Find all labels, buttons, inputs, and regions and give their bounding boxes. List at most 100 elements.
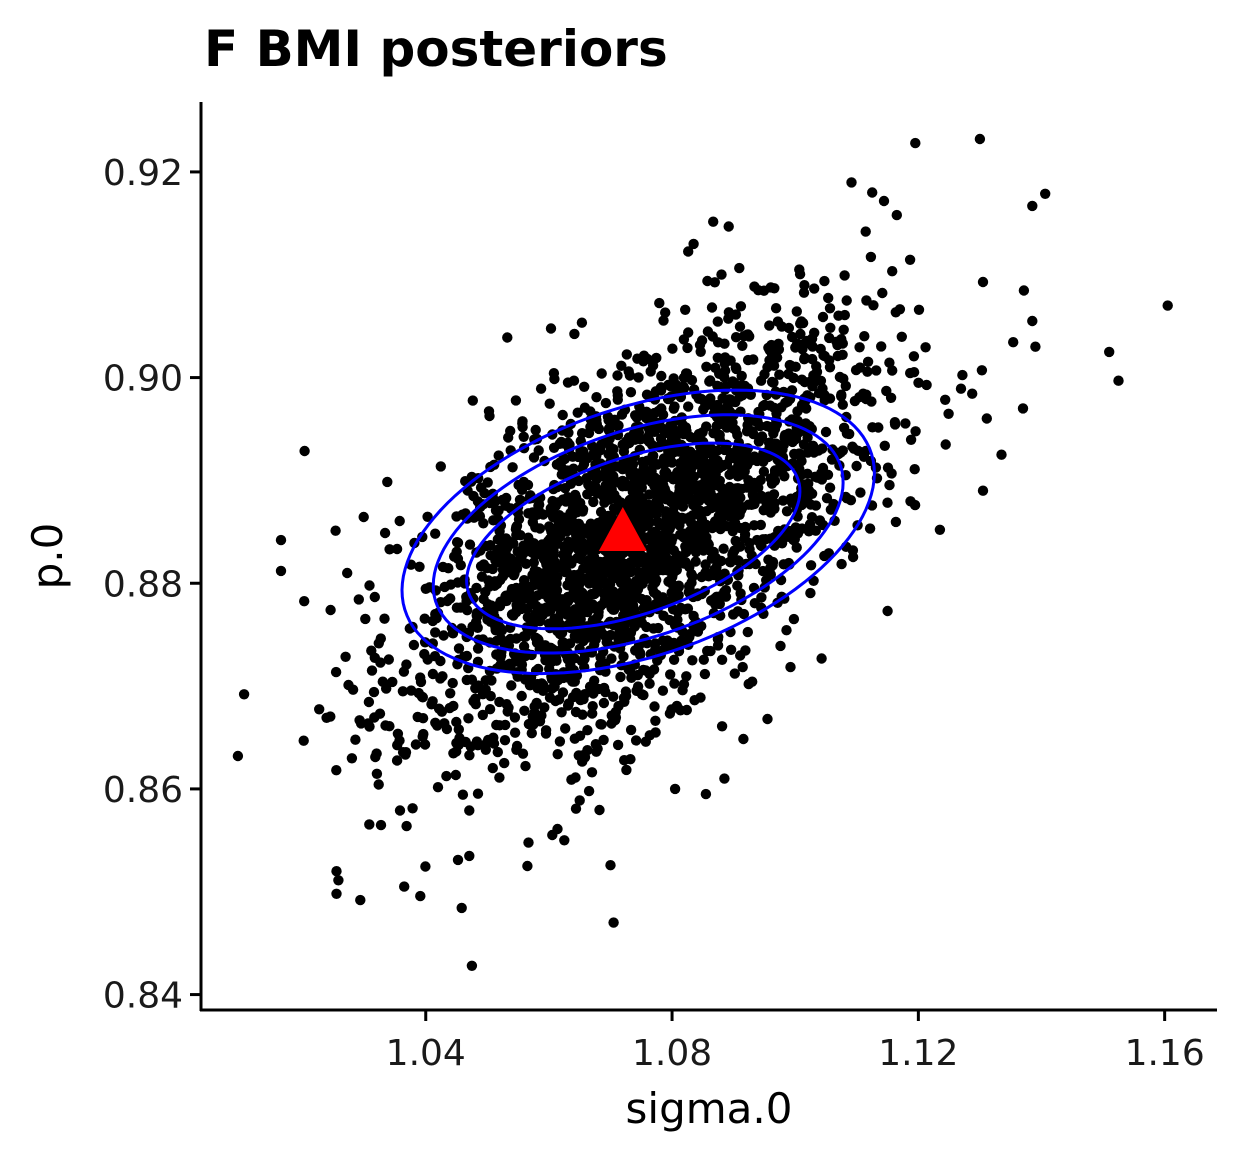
data-point	[678, 454, 689, 465]
data-point	[535, 383, 547, 394]
data-point	[606, 471, 618, 482]
data-point	[955, 383, 967, 394]
data-point	[518, 431, 529, 442]
data-point	[660, 307, 671, 318]
y-tick-label: 0.86	[103, 770, 183, 811]
data-point	[401, 820, 412, 832]
data-point	[809, 283, 820, 294]
data-point	[861, 389, 872, 400]
data-point	[570, 489, 581, 501]
data-point	[747, 676, 758, 687]
data-point	[896, 331, 907, 342]
data-point	[379, 527, 391, 539]
data-point	[506, 680, 517, 691]
data-point	[806, 488, 818, 499]
data-point	[687, 571, 698, 582]
data-point	[587, 701, 598, 712]
data-point	[976, 365, 988, 376]
data-point	[648, 530, 660, 541]
data-point	[687, 510, 698, 521]
data-point	[557, 637, 568, 649]
data-point	[801, 335, 813, 347]
data-point	[661, 494, 672, 505]
data-point	[683, 581, 695, 592]
data-point	[837, 399, 848, 410]
data-point	[730, 332, 742, 343]
data-point	[824, 303, 836, 314]
density-ellipses	[400, 388, 876, 676]
data-point	[642, 353, 653, 365]
data-point	[719, 773, 730, 784]
data-point	[620, 690, 632, 702]
data-point	[557, 409, 568, 421]
data-point	[522, 860, 533, 872]
data-point	[415, 672, 426, 683]
data-point	[669, 470, 680, 481]
data-point	[486, 675, 497, 686]
data-point	[445, 579, 456, 590]
data-point	[813, 388, 825, 399]
data-point	[449, 551, 460, 562]
data-point	[480, 586, 491, 598]
data-point	[1040, 188, 1051, 199]
y-axis-title: p.0	[23, 523, 72, 590]
data-point	[501, 699, 512, 710]
data-point	[891, 209, 902, 221]
data-point	[505, 633, 516, 645]
data-point	[681, 671, 692, 682]
data-point	[781, 506, 793, 517]
data-point	[625, 468, 636, 479]
x-tick-label: 1.16	[1125, 1033, 1205, 1074]
data-point	[627, 459, 639, 470]
data-point	[754, 420, 766, 432]
data-point	[522, 612, 533, 623]
data-point	[598, 734, 609, 746]
data-point	[417, 731, 428, 742]
data-point	[730, 309, 742, 320]
data-point	[346, 753, 358, 764]
data-point	[569, 733, 580, 744]
data-point	[355, 894, 366, 906]
data-point	[781, 625, 792, 636]
data-point	[578, 694, 589, 705]
data-point	[625, 567, 636, 578]
data-point	[530, 522, 541, 533]
x-ticks: 1.04 1.08 1.12 1.16	[386, 1010, 1205, 1074]
data-point	[299, 445, 310, 457]
data-point	[570, 803, 582, 814]
data-point	[681, 704, 692, 716]
data-point	[600, 397, 612, 409]
data-point	[596, 368, 607, 379]
data-point	[669, 678, 680, 689]
data-point	[364, 580, 375, 591]
data-point	[732, 483, 743, 494]
data-point	[492, 545, 503, 557]
data-point	[517, 748, 529, 759]
data-point	[716, 721, 728, 732]
data-point	[452, 854, 464, 866]
data-point	[331, 888, 342, 899]
data-point	[1104, 346, 1115, 358]
data-point	[737, 661, 748, 673]
data-point	[592, 539, 603, 551]
data-point	[582, 489, 593, 500]
data-point	[860, 226, 871, 237]
data-point	[594, 804, 605, 816]
data-point	[445, 688, 456, 699]
data-point	[629, 604, 640, 615]
data-point	[805, 375, 817, 387]
data-point	[399, 881, 410, 892]
data-point	[876, 341, 887, 352]
data-point	[854, 362, 866, 373]
data-point	[408, 639, 420, 651]
data-point	[556, 707, 567, 718]
data-point	[815, 375, 827, 386]
data-point	[834, 371, 846, 383]
data-point	[718, 520, 729, 531]
data-point	[731, 363, 742, 375]
data-point	[862, 356, 874, 367]
data-point	[795, 328, 806, 340]
data-point	[419, 648, 430, 660]
data-point	[836, 334, 847, 345]
data-point	[736, 370, 747, 382]
